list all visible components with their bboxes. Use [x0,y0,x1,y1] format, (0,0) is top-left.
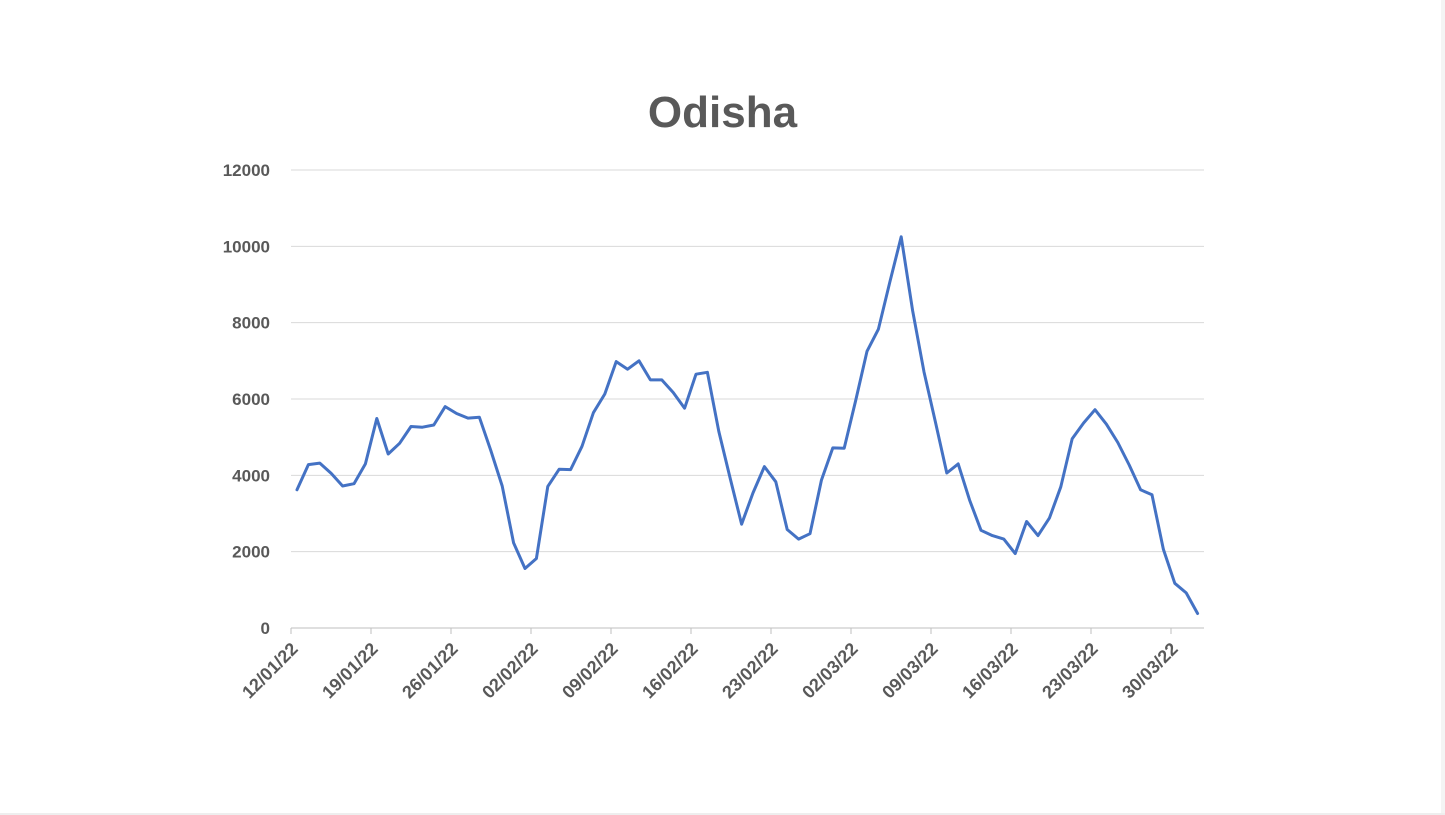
x-tick-label: 16/02/22 [638,639,702,703]
y-tick-label: 4000 [232,466,270,485]
chart-title: Odisha [647,88,798,137]
gridlines [291,169,1204,553]
x-tick-label: 30/03/22 [1118,639,1182,703]
y-tick-label: 10000 [223,237,270,256]
x-tick-label: 02/03/22 [798,639,862,703]
y-tick-label: 6000 [232,390,270,409]
bottom-edge-divider [0,813,1445,815]
x-tick-label: 19/01/22 [318,639,382,703]
y-tick-label: 0 [261,619,270,638]
y-tick-label: 12000 [223,161,270,180]
x-tick-label: 09/03/22 [878,639,942,703]
y-axis-ticks: 0 2000 4000 6000 8000 10000 12000 [223,161,270,638]
right-edge-divider [1441,0,1445,815]
x-tick-label: 23/03/22 [1038,639,1102,703]
y-tick-label: 8000 [232,314,270,333]
x-axis-ticks: 12/01/22 19/01/22 26/01/22 02/02/22 09/02/22… [238,628,1182,702]
x-tick-label: 26/01/22 [398,639,462,703]
x-tick-label: 12/01/22 [238,639,302,703]
x-tick-label: 16/03/22 [958,639,1022,703]
x-tick-label: 02/02/22 [478,639,542,703]
series-layer [295,235,1200,615]
x-tick-label: 23/02/22 [718,639,782,703]
x-tick-label: 09/02/22 [558,639,622,703]
series-line [295,235,1200,615]
y-tick-label: 2000 [232,543,270,562]
